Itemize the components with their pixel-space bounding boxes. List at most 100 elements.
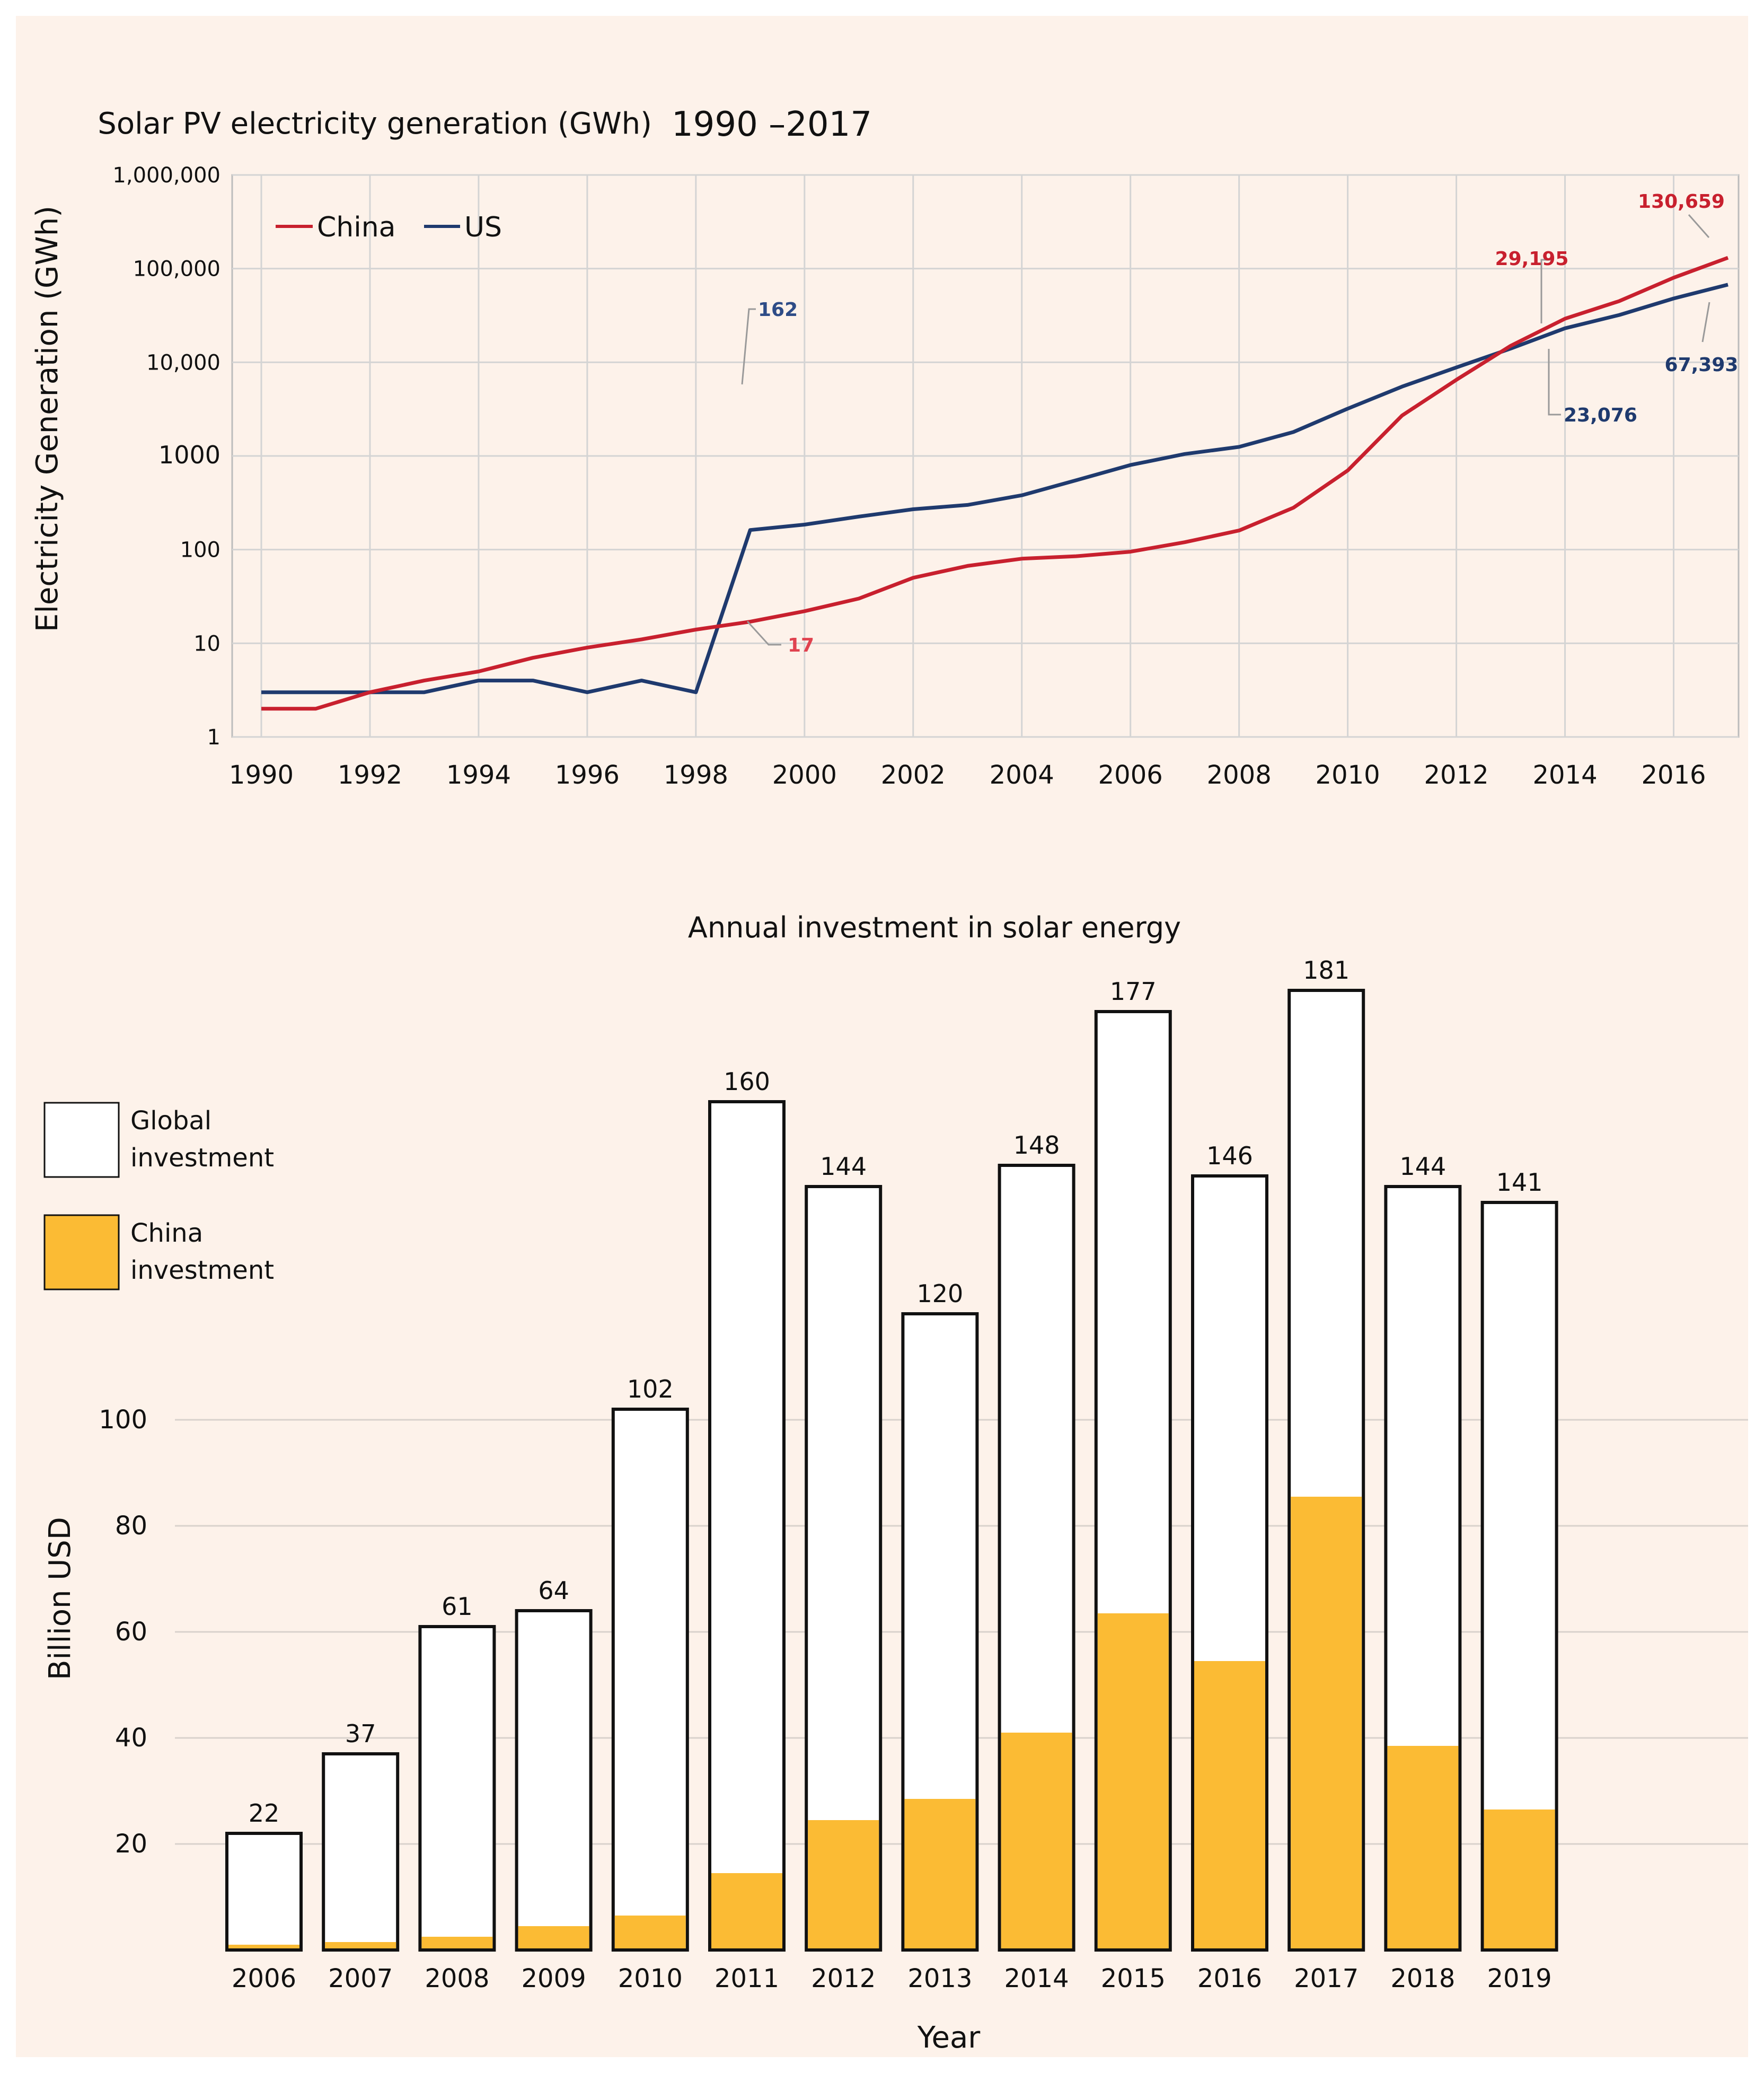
bar-chart-y-ticks: 20 40 60 80 100 [99, 1405, 147, 1859]
legend-label-us: US [464, 212, 502, 243]
series-line-us [261, 283, 1728, 695]
legend-label-china-line2: investment [130, 1255, 274, 1285]
x-tick-label: 2016 [1197, 1964, 1262, 1993]
callout-labels: 162 17 29,195 130,659 23,076 67,393 [758, 191, 1738, 656]
bar-china [421, 1937, 493, 1948]
bar-value-label: 120 [916, 1279, 963, 1308]
y-tick-label: 60 [115, 1617, 147, 1647]
figure-panel: Solar PV electricity generation (GWh) 19… [16, 16, 1748, 2057]
leader-us-162 [741, 308, 756, 385]
annotation-china-29195: 29,195 [1495, 248, 1569, 270]
x-tick-label: 2018 [1390, 1964, 1455, 1993]
x-tick-label: 2000 [772, 760, 837, 790]
legend-swatch-global [43, 1102, 120, 1178]
line-chart-legend: China US [276, 212, 502, 243]
x-tick-label: 2012 [1424, 760, 1489, 790]
bar-china [518, 1926, 589, 1948]
annotation-china-130659: 130,659 [1638, 191, 1725, 213]
leader-china-130659 [1688, 214, 1710, 238]
line-chart-y-ticks: 1 10 100 1000 10,000 100,000 1,000,000 [112, 163, 220, 750]
bar-global [225, 1832, 303, 1952]
bar-value-label: 144 [820, 1152, 867, 1181]
legend-label-china: China [317, 212, 396, 243]
bar-value-label: 146 [1206, 1141, 1253, 1170]
line-chart-title-range: 1990 –2017 [672, 105, 872, 144]
x-tick-label: 2019 [1487, 1964, 1552, 1993]
y-tick-label: 20 [115, 1829, 147, 1859]
bar-value-label: 177 [1110, 977, 1157, 1006]
bar-chart: Annual investment in solar energy Billio… [43, 911, 1748, 2055]
x-tick-label: 2017 [1294, 1964, 1359, 1993]
leader-us-67393 [1701, 302, 1710, 342]
y-tick-label: 100 [99, 1405, 147, 1435]
bar-china [1387, 1746, 1459, 1948]
x-tick-label: 2014 [1532, 760, 1597, 790]
bar-china [808, 1820, 879, 1948]
bar-china [904, 1799, 976, 1948]
line-chart: Solar PV electricity generation (GWh) 19… [30, 105, 1740, 790]
bar-value-label: 148 [1013, 1131, 1060, 1160]
y-tick-label: 10,000 [146, 350, 220, 375]
legend-label-china-line1: China [130, 1218, 203, 1248]
bar-china [1001, 1733, 1072, 1948]
line-chart-title: Solar PV electricity generation (GWh) [98, 107, 652, 141]
line-chart-x-ticks: 1990 1992 1994 1996 1998 2000 2002 2004 2006 2008… [229, 760, 1706, 790]
bar-chart-title: Annual investment in solar energy [688, 911, 1181, 944]
bar-global [322, 1752, 400, 1952]
bar-value-label: 61 [442, 1592, 473, 1621]
bar-china [614, 1916, 686, 1948]
x-tick-label: 2012 [811, 1964, 876, 1993]
legend-label-global-line1: Global [130, 1106, 211, 1136]
y-tick-label: 1,000,000 [112, 163, 220, 188]
annotation-china-17: 17 [788, 635, 814, 656]
x-tick-label: 2008 [425, 1964, 489, 1993]
x-tick-label: 2015 [1101, 1964, 1166, 1993]
bar-global [611, 1408, 689, 1952]
bar-china [325, 1942, 396, 1948]
x-tick-label: 2004 [990, 760, 1054, 790]
leader-china-29195 [1540, 259, 1553, 323]
x-tick-label: 1996 [555, 760, 620, 790]
y-tick-label: 80 [115, 1511, 147, 1541]
x-tick-label: 2010 [618, 1964, 683, 1993]
x-tick-label: 2002 [881, 760, 946, 790]
x-tick-label: 2011 [715, 1964, 779, 1993]
bar-value-label: 181 [1303, 956, 1350, 985]
annotation-us-162: 162 [758, 299, 798, 321]
bar-chart-y-axis-label: Billion USD [43, 1517, 77, 1680]
bar-china [1097, 1613, 1169, 1948]
bar-value-label: 64 [538, 1576, 569, 1605]
x-tick-label: 2014 [1004, 1964, 1069, 1993]
annotation-us-23076: 23,076 [1564, 405, 1637, 426]
bar-china [711, 1873, 782, 1948]
x-tick-label: 1992 [338, 760, 402, 790]
x-tick-label: 2016 [1641, 760, 1706, 790]
line-chart-y-axis-label: Electricity Generation (GWh) [30, 206, 65, 632]
bar-chart-legend: Global investment China investment [43, 1102, 274, 1290]
y-tick-label: 1000 [158, 441, 220, 469]
legend-swatch-china [43, 1214, 120, 1290]
charts-canvas: Solar PV electricity generation (GWh) 19… [30, 105, 1748, 2055]
x-tick-label: 2010 [1316, 760, 1380, 790]
x-tick-label: 1998 [664, 760, 728, 790]
bar-chart-x-axis-label: Year [917, 2021, 981, 2055]
bar-value-label: 22 [249, 1799, 280, 1828]
bar-value-label: 141 [1496, 1168, 1543, 1197]
x-tick-label: 2008 [1207, 760, 1272, 790]
bar-value-label: 144 [1399, 1152, 1446, 1181]
y-tick-label: 100 [180, 538, 220, 563]
x-tick-label: 1994 [446, 760, 511, 790]
bar-china [1484, 1810, 1555, 1948]
leader-us-23076 [1548, 349, 1561, 416]
x-tick-label: 1990 [229, 760, 294, 790]
annotation-us-67393: 67,393 [1665, 354, 1739, 376]
x-tick-label: 2007 [328, 1964, 393, 1993]
y-tick-label: 10 [193, 631, 220, 656]
bar-china [1291, 1497, 1362, 1948]
x-tick-label: 2009 [522, 1964, 586, 1993]
bar-china [1194, 1661, 1265, 1948]
series-line-china [261, 256, 1729, 711]
bar-value-label: 37 [345, 1719, 376, 1748]
bar-global [708, 1100, 786, 1952]
x-tick-label: 2006 [232, 1964, 296, 1993]
